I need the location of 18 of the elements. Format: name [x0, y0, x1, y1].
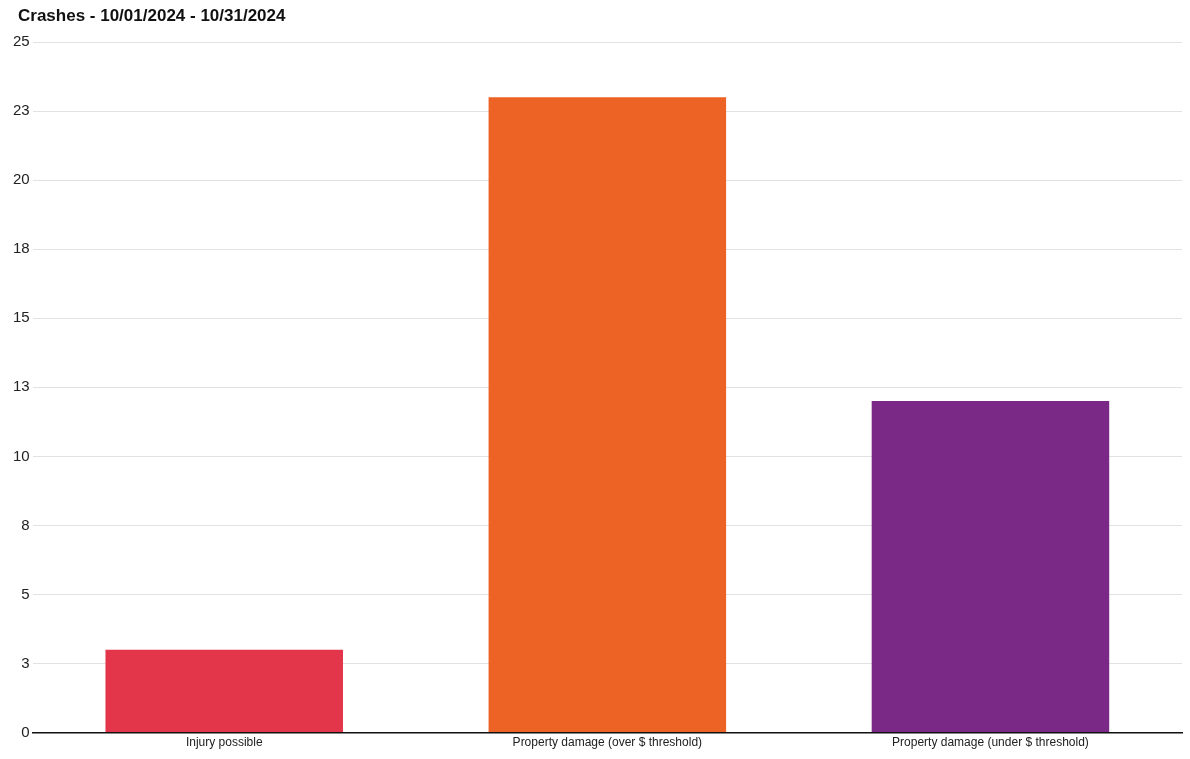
y-tick-label: 13 [13, 377, 30, 395]
y-tick-label: 0 [21, 722, 30, 740]
y-tick-label: 18 [13, 239, 30, 257]
y-tick-label: 20 [13, 170, 30, 188]
y-tick-label: 8 [21, 515, 30, 533]
x-tick-label: Property damage (under $ threshold) [892, 735, 1089, 750]
y-tick-label: 3 [21, 653, 30, 671]
y-tick-label: 10 [13, 446, 30, 464]
y-tick-label: 25 [13, 32, 30, 50]
x-tick-label: Property damage (over $ threshold) [512, 735, 703, 750]
bar [488, 97, 727, 733]
y-tick-label: 23 [13, 101, 30, 119]
bar [871, 401, 1110, 733]
y-tick-label: 15 [13, 308, 30, 326]
y-tick-label: 5 [21, 584, 30, 602]
x-tick-label: Injury possible [185, 735, 263, 750]
bar [105, 649, 343, 733]
chart-title: Crashes - 10/01/2024 - 10/31/2024 [18, 6, 286, 26]
